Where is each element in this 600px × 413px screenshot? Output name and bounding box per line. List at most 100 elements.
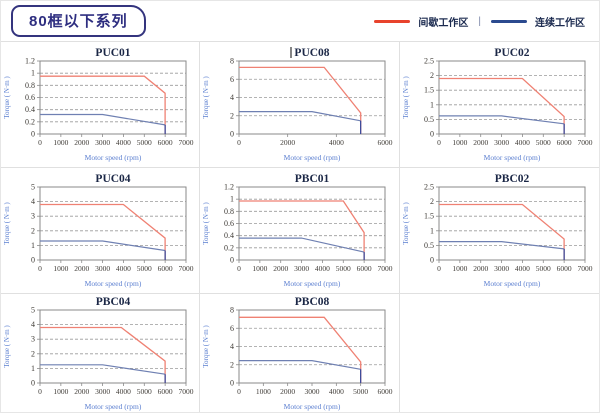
svg-text:4000: 4000 — [329, 138, 344, 147]
chart-pbc01: PBC01 0 0.2 0.4 0.6 0.8 1 1.2 0 1000 2000 3000 4000 5… — [201, 171, 397, 289]
svg-text:Motor speed (rpm): Motor speed (rpm) — [85, 279, 142, 288]
svg-text:0: 0 — [238, 264, 242, 273]
svg-text:8: 8 — [230, 306, 234, 315]
svg-text:6000: 6000 — [158, 387, 173, 396]
svg-text:0.2: 0.2 — [25, 117, 35, 126]
svg-text:0: 0 — [430, 130, 434, 139]
svg-text:2000: 2000 — [281, 387, 296, 396]
svg-text:1000: 1000 — [256, 387, 271, 396]
chart-svg: PBC08 0 2 4 6 8 0 1000 2000 3000 4000 5000 6000 Motor… — [202, 296, 393, 411]
svg-text:1: 1 — [31, 69, 35, 78]
svg-text:1000: 1000 — [54, 138, 69, 147]
svg-text:4000: 4000 — [116, 264, 131, 273]
svg-text:0: 0 — [31, 256, 35, 265]
svg-text:0: 0 — [437, 138, 441, 147]
svg-text:5: 5 — [31, 306, 35, 315]
svg-text:5000: 5000 — [354, 387, 369, 396]
svg-text:1000: 1000 — [54, 387, 69, 396]
svg-text:3000: 3000 — [95, 264, 110, 273]
svg-text:3000: 3000 — [305, 387, 320, 396]
svg-text:1: 1 — [31, 241, 35, 250]
svg-text:PBC01: PBC01 — [295, 173, 330, 185]
svg-text:4: 4 — [31, 320, 35, 329]
svg-text:0: 0 — [230, 379, 234, 388]
svg-text:Torque ( N·m ): Torque ( N·m ) — [202, 325, 210, 368]
svg-text:PBC04: PBC04 — [96, 296, 131, 308]
continuous-legend-label: 连续工作区 — [535, 17, 585, 29]
svg-text:1: 1 — [430, 100, 434, 109]
svg-text:0.5: 0.5 — [424, 241, 434, 250]
svg-text:6000: 6000 — [557, 138, 572, 147]
chart-cell-pbc01: PBC01 0 0.2 0.4 0.6 0.8 1 1.2 0 1000 2000 3000 4000 5… — [200, 168, 400, 294]
svg-text:Motor speed (rpm): Motor speed (rpm) — [284, 153, 341, 162]
chart-svg: PUC04 0 1 2 3 4 5 0 1000 2000 3000 4000 5000 6000 7000… — [3, 173, 194, 288]
svg-text:1: 1 — [230, 195, 234, 204]
svg-text:0.2: 0.2 — [224, 243, 234, 252]
chart-pbc04: PBC04 0 1 2 3 4 5 0 1000 2000 3000 4000 5000 6000 7000… — [2, 294, 198, 412]
svg-text:7000: 7000 — [578, 264, 593, 273]
svg-text:0: 0 — [31, 379, 35, 388]
svg-text:5000: 5000 — [336, 264, 351, 273]
svg-text:4000: 4000 — [329, 387, 344, 396]
svg-text:0: 0 — [230, 130, 234, 139]
svg-text:PUC01: PUC01 — [96, 47, 131, 59]
svg-text:1.5: 1.5 — [424, 86, 434, 95]
svg-text:2000: 2000 — [474, 138, 489, 147]
header: 80框以下系列 间歇工作区 | 连续工作区 — [1, 1, 599, 42]
svg-text:Torque ( N·m ): Torque ( N·m ) — [402, 76, 410, 119]
chart-svg: PBC02 0 0.5 1 1.5 2 2.5 0 1000 2000 3000 4000 5000 60… — [402, 173, 593, 288]
svg-text:4: 4 — [230, 342, 234, 351]
svg-text:Motor speed (rpm): Motor speed (rpm) — [85, 402, 142, 411]
svg-text:4000: 4000 — [315, 264, 330, 273]
svg-text:2: 2 — [430, 71, 434, 80]
svg-text:2000: 2000 — [474, 264, 489, 273]
svg-text:2: 2 — [230, 111, 234, 120]
chart-cell-puc01: PUC01 0 0.2 0.4 0.6 0.8 1 1.2 0 1000 2000 3000 4000 5… — [1, 42, 201, 168]
series-title-badge: 80框以下系列 — [11, 5, 146, 37]
svg-text:PBC08: PBC08 — [295, 296, 330, 308]
chart-cell-pbc04: PBC04 0 1 2 3 4 5 0 1000 2000 3000 4000 5000 6000 7000… — [1, 294, 201, 412]
svg-text:7000: 7000 — [179, 138, 194, 147]
svg-text:4000: 4000 — [116, 138, 131, 147]
svg-text:0.4: 0.4 — [224, 231, 234, 240]
chart-cell-puc08: PUC08 0 2 4 6 8 0 2000 4000 6000 Motor speed (rpm)… — [200, 42, 400, 168]
chart-cell-pbc08: PBC08 0 2 4 6 8 0 1000 2000 3000 4000 5000 6000 Motor… — [200, 294, 400, 412]
svg-text:0: 0 — [38, 264, 42, 273]
legend-separator: | — [478, 15, 481, 27]
svg-text:Motor speed (rpm): Motor speed (rpm) — [284, 402, 341, 411]
svg-text:0.8: 0.8 — [25, 81, 35, 90]
svg-text:0: 0 — [38, 387, 42, 396]
svg-text:Torque ( N·m ): Torque ( N·m ) — [3, 76, 11, 119]
svg-text:Motor speed (rpm): Motor speed (rpm) — [284, 279, 341, 288]
svg-text:2000: 2000 — [74, 138, 89, 147]
svg-text:7000: 7000 — [378, 264, 393, 273]
chart-cell-puc02: PUC02 0 0.5 1 1.5 2 2.5 0 1000 2000 3000 4000 5000 60… — [399, 42, 599, 168]
svg-text:6000: 6000 — [357, 264, 372, 273]
chart-puc08: PUC08 0 2 4 6 8 0 2000 4000 6000 Motor speed (rpm)… — [201, 45, 397, 163]
svg-text:3000: 3000 — [494, 264, 509, 273]
chart-svg: PBC01 0 0.2 0.4 0.6 0.8 1 1.2 0 1000 2000 3000 4000 5… — [202, 173, 393, 288]
svg-text:2000: 2000 — [74, 387, 89, 396]
svg-text:2: 2 — [31, 349, 35, 358]
svg-text:2000: 2000 — [281, 138, 296, 147]
svg-text:6000: 6000 — [378, 138, 393, 147]
svg-text:0: 0 — [238, 387, 242, 396]
chart-puc02: PUC02 0 0.5 1 1.5 2 2.5 0 1000 2000 3000 4000 5000 60… — [401, 45, 597, 163]
svg-text:3: 3 — [31, 212, 35, 221]
svg-text:3000: 3000 — [95, 387, 110, 396]
svg-text:Torque ( N·m ): Torque ( N·m ) — [3, 202, 11, 245]
chart-cell-pbc02: PBC02 0 0.5 1 1.5 2 2.5 0 1000 2000 3000 4000 5000 60… — [399, 168, 599, 294]
svg-text:5000: 5000 — [137, 387, 152, 396]
svg-text:4: 4 — [230, 93, 234, 102]
svg-text:1.5: 1.5 — [424, 212, 434, 221]
svg-text:1000: 1000 — [453, 264, 468, 273]
chart-cell-puc04: PUC04 0 1 2 3 4 5 0 1000 2000 3000 4000 5000 6000 7000… — [1, 168, 201, 294]
svg-text:0: 0 — [430, 256, 434, 265]
svg-text:1000: 1000 — [54, 264, 69, 273]
svg-text:0.5: 0.5 — [424, 115, 434, 124]
chart-svg: PBC04 0 1 2 3 4 5 0 1000 2000 3000 4000 5000 6000 7000… — [3, 296, 194, 411]
svg-text:PUC04: PUC04 — [96, 173, 131, 185]
svg-text:0.4: 0.4 — [25, 105, 35, 114]
svg-text:0.6: 0.6 — [25, 93, 35, 102]
